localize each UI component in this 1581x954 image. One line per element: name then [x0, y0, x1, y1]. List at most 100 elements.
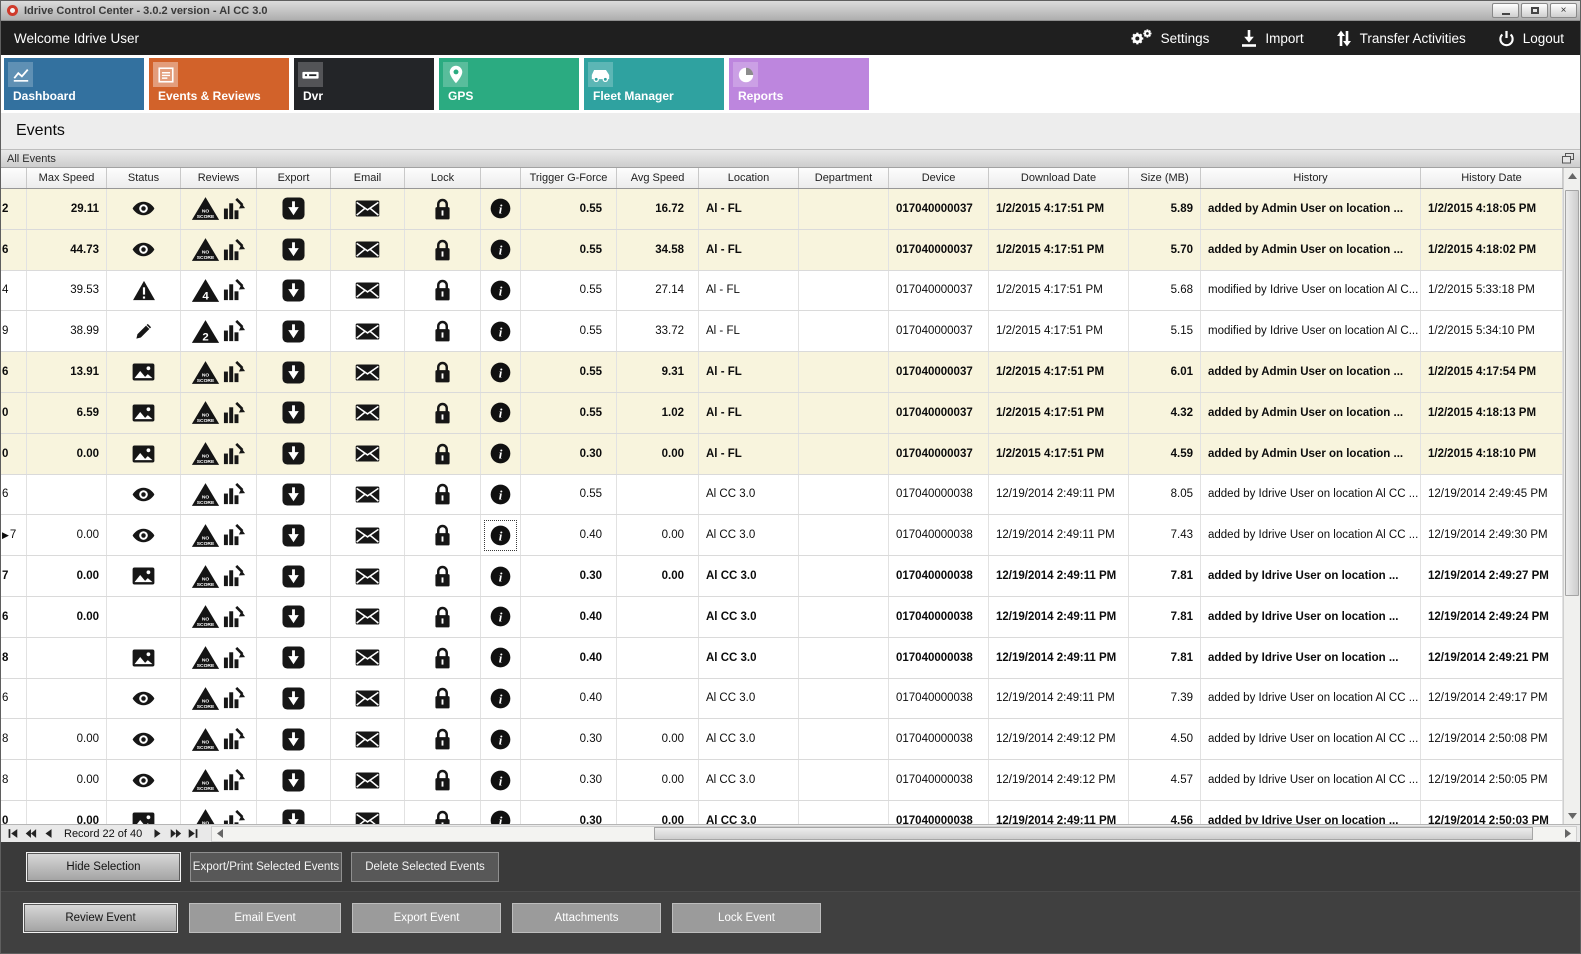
cell-lock[interactable]	[405, 270, 481, 311]
nav-first-record-button[interactable]	[4, 826, 21, 841]
cell-export[interactable]	[257, 270, 331, 311]
column-header-email[interactable]: Email	[331, 168, 405, 188]
horizontal-scroll-track[interactable]	[228, 826, 1560, 841]
table-row[interactable]: 4 39.53 4 i 0.55 27.14 Al - FL 017040000037 1/2/…	[1, 270, 1563, 312]
column-header-download-date[interactable]: Download Date	[989, 168, 1129, 188]
cell-email[interactable]	[331, 270, 405, 311]
horizontal-scroll-thumb[interactable]	[654, 826, 1534, 840]
cell-info[interactable]: i	[481, 311, 521, 352]
column-header-history[interactable]: History	[1201, 168, 1421, 188]
cell-lock[interactable]	[405, 392, 481, 433]
export-print-selected-events-button[interactable]: Export/Print Selected Events	[190, 852, 342, 882]
close-button[interactable]: ×	[1550, 3, 1577, 18]
column-header-department[interactable]: Department	[799, 168, 889, 188]
cell-export[interactable]	[257, 637, 331, 678]
cell-info[interactable]: i	[481, 189, 521, 229]
table-row[interactable]: 6 0.00 NO SCORE i 0.40 Al CC 3.0 017040000038 12…	[1, 596, 1563, 638]
horizontal-scrollbar[interactable]	[211, 825, 1577, 842]
table-row[interactable]: 6 13.91 NO SCORE i 0.55 9.31 Al - FL 01704000003…	[1, 352, 1563, 393]
maximize-button[interactable]	[1521, 3, 1548, 18]
column-header-export[interactable]: Export	[257, 168, 331, 188]
table-row[interactable]: 6 NO SCORE i 0.40 Al CC 3.0 017040000038 12/19/…	[1, 678, 1563, 720]
topbar-action-import[interactable]: Import	[1241, 29, 1304, 47]
nav-prev-record-button[interactable]	[40, 826, 57, 841]
cell-info[interactable]: i	[481, 515, 521, 556]
delete-selected-events-button[interactable]: Delete Selected Events	[351, 852, 499, 882]
cell-export[interactable]	[257, 556, 331, 596]
cell-export[interactable]	[257, 474, 331, 515]
cell-info[interactable]: i	[481, 800, 521, 824]
cell-export[interactable]	[257, 352, 331, 392]
cell-export[interactable]	[257, 311, 331, 352]
tab-dvr[interactable]: Dvr	[294, 58, 434, 110]
cell-export[interactable]	[257, 229, 331, 270]
lock-event-button[interactable]: Lock Event	[672, 903, 821, 933]
cell-lock[interactable]	[405, 556, 481, 596]
topbar-action-settings[interactable]: Settings	[1129, 28, 1209, 49]
cell-reviews[interactable]: 2	[181, 311, 257, 352]
vertical-scrollbar[interactable]	[1563, 168, 1580, 824]
table-row[interactable]: 6 NO SCORE i 0.55 Al CC 3.0 017040000038 12/19/…	[1, 474, 1563, 516]
topbar-action-transfer-activities[interactable]: Transfer Activities	[1336, 30, 1466, 47]
cell-export[interactable]	[257, 800, 331, 824]
cell-info[interactable]: i	[481, 392, 521, 433]
column-header-device[interactable]: Device	[889, 168, 989, 188]
cell-info[interactable]: i	[481, 474, 521, 515]
column-header-status[interactable]: Status	[107, 168, 181, 188]
cell-info[interactable]: i	[481, 270, 521, 311]
column-header-trigger-g-force[interactable]: Trigger G-Force	[521, 168, 617, 188]
nav-last-record-button[interactable]	[185, 826, 202, 841]
cell-info[interactable]: i	[481, 433, 521, 474]
tab-gps[interactable]: GPS	[439, 58, 579, 110]
table-row[interactable]: 8 0.00 NO SCORE i 0.30 0.00 Al CC 3.0 0170400000…	[1, 719, 1563, 761]
hide-selection-button[interactable]: Hide Selection	[26, 852, 181, 882]
cell-email[interactable]	[331, 229, 405, 270]
cell-email[interactable]	[331, 800, 405, 824]
cell-email[interactable]	[331, 352, 405, 392]
cell-email[interactable]	[331, 556, 405, 596]
cell-lock[interactable]	[405, 596, 481, 637]
cell-email[interactable]	[331, 678, 405, 719]
column-header-size-mb[interactable]: Size (MB)	[1129, 168, 1201, 188]
email-event-button[interactable]: Email Event	[189, 903, 341, 933]
cell-export[interactable]	[257, 392, 331, 433]
cell-email[interactable]	[331, 596, 405, 637]
column-header-avg-speed[interactable]: Avg Speed	[617, 168, 699, 188]
column-header-reviews[interactable]: Reviews	[181, 168, 257, 188]
cell-info[interactable]: i	[481, 596, 521, 637]
float-panel-icon[interactable]	[1562, 153, 1574, 164]
cell-lock[interactable]	[405, 800, 481, 824]
table-row[interactable]: 8 0.00 NO SCORE i 0.30 0.00 Al CC 3.0 0170400000…	[1, 760, 1563, 801]
cell-email[interactable]	[331, 760, 405, 800]
cell-email[interactable]	[331, 474, 405, 515]
cell-info[interactable]: i	[481, 760, 521, 800]
column-header-max-speed[interactable]: Max Speed	[27, 168, 107, 188]
cell-email[interactable]	[331, 189, 405, 229]
column-header-location[interactable]: Location	[699, 168, 799, 188]
cell-email[interactable]	[331, 311, 405, 352]
vertical-scroll-thumb[interactable]	[1565, 190, 1579, 596]
attachments-button[interactable]: Attachments	[512, 903, 661, 933]
cell-lock[interactable]	[405, 515, 481, 556]
cell-reviews[interactable]: 4	[181, 270, 257, 311]
table-row[interactable]: 6 44.73 NO SCORE i 0.55 34.58 Al - FL 0170400000…	[1, 229, 1563, 271]
column-header-lock[interactable]: Lock	[405, 168, 481, 188]
table-row[interactable]: 8 NO SCORE i 0.40 Al CC 3.0 017040000038 12/19/…	[1, 637, 1563, 679]
cell-lock[interactable]	[405, 678, 481, 719]
cell-lock[interactable]	[405, 760, 481, 800]
minimize-button[interactable]	[1492, 3, 1519, 18]
